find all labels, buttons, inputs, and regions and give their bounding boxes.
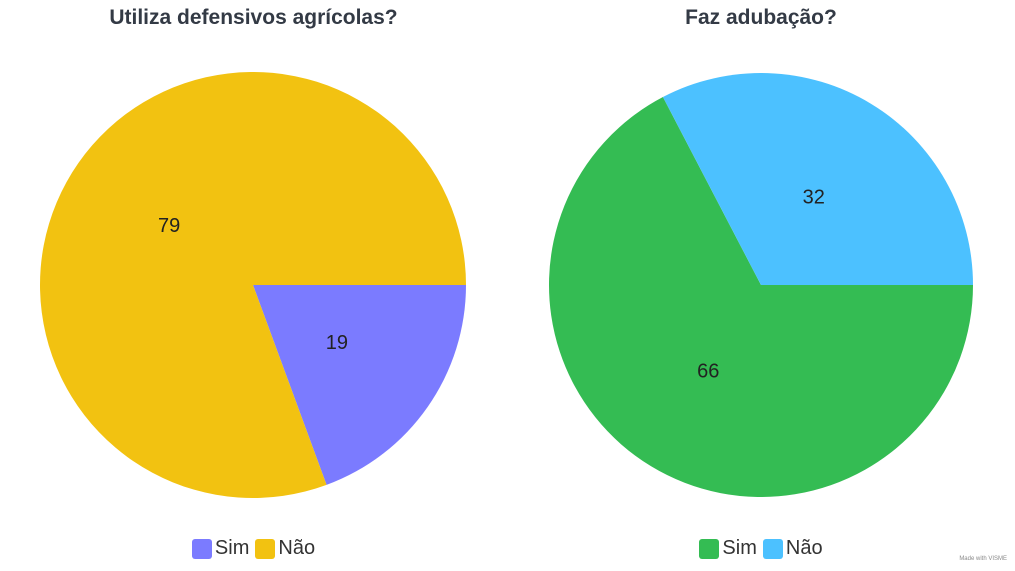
chart-title: Faz adubação?: [685, 6, 837, 29]
pie-slice-sim[interactable]: [549, 97, 973, 497]
pie-chart-defensivos: Utiliza defensivos agrícolas? 19 79 Sim N…: [0, 0, 507, 571]
legend-swatch-sim: [191, 538, 212, 559]
slice-value-label: 32: [803, 186, 825, 208]
legend-item-nao[interactable]: Não: [255, 537, 315, 560]
pie-slice-sim[interactable]: [253, 285, 466, 485]
legend-item-sim[interactable]: Sim: [699, 537, 757, 560]
pie-chart-adubacao: Faz adubação? 66 32 Sim Não: [507, 0, 1015, 571]
watermark: Made with VISME: [959, 556, 1007, 562]
legend-item-sim[interactable]: Sim: [191, 537, 250, 560]
legend-swatch-nao: [255, 538, 276, 559]
slice-value-label: 66: [697, 360, 719, 382]
legend-swatch-nao: [762, 538, 783, 559]
pie-slice-nao[interactable]: [40, 71, 466, 498]
chart-title: Utiliza defensivos agrícolas?: [109, 6, 398, 29]
pie-svg: 66 32: [549, 72, 973, 497]
legend: Sim Não: [507, 537, 1015, 560]
slice-value-label: 19: [326, 332, 348, 354]
legend-label-nao: Não: [278, 537, 316, 559]
legend-label-sim: Sim: [214, 537, 250, 559]
legend-item-nao[interactable]: Não: [762, 537, 823, 560]
legend-label-sim: Sim: [722, 537, 757, 559]
legend-label-nao: Não: [785, 537, 823, 559]
slice-value-label: 79: [158, 215, 180, 237]
pie-slice-nao[interactable]: [662, 72, 973, 285]
legend-swatch-sim: [699, 538, 720, 559]
legend: Sim Não: [0, 537, 507, 560]
